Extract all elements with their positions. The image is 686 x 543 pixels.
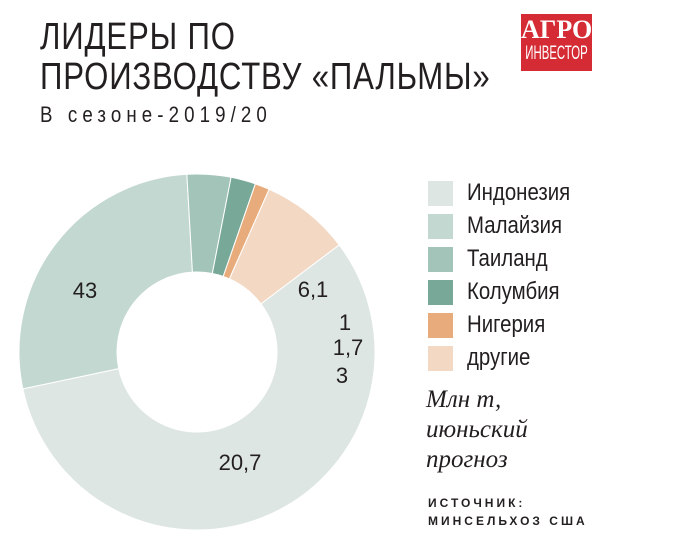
legend-swatch (428, 279, 453, 305)
source-line-2: МИНСЕЛЬХОЗ США (428, 514, 588, 528)
legend-label: Малайзия (467, 212, 563, 239)
data-label-5: 6,1 (298, 277, 329, 302)
data-label-2: 3 (336, 363, 348, 388)
title-line-1: ЛИДЕРЫ ПО (40, 16, 236, 58)
slice-5 (228, 188, 340, 305)
legend-swatch (428, 213, 453, 239)
data-label-1: 20,7 (219, 450, 262, 475)
unit-line-2: июньский (426, 416, 528, 443)
legend-item: Нигерия (428, 311, 559, 338)
legend-swatch (428, 246, 453, 272)
legend-label: другие (467, 344, 531, 371)
legend-item: Таиланд (428, 245, 562, 272)
legend-label: Нигерия (467, 311, 546, 338)
logo-line-1: АГРО (521, 15, 593, 44)
legend-item: Малайзия (428, 212, 579, 239)
legend-label: Таиланд (467, 245, 548, 272)
title-line-2: ПРОИЗВОДСТВУ «ПАЛЬМЫ» (40, 56, 491, 98)
slice-1 (18, 173, 193, 390)
slice-0 (22, 244, 376, 531)
unit-line-1: Млн т, (426, 386, 502, 413)
logo-line-2: ИНВЕСТОР (525, 43, 588, 64)
unit-note: Млн т, июньский прогноз (426, 385, 528, 475)
data-label-3: 1,7 (333, 335, 364, 360)
logo: АГРО ИНВЕСТОР (521, 14, 592, 71)
subtitle: В сезоне-2019/20 (40, 102, 272, 127)
legend-swatch (428, 312, 453, 338)
data-label-0: 43 (73, 278, 97, 303)
source-line-1: ИСТОЧНИК: (428, 496, 526, 510)
legend-label: Индонезия (467, 179, 571, 206)
legend-item: Колумбия (428, 278, 576, 305)
legend-label: Колумбия (467, 278, 560, 305)
data-label-4: 1 (339, 310, 351, 335)
source: ИСТОЧНИК: МИНСЕЛЬХОЗ США (428, 494, 588, 530)
legend-swatch (428, 180, 453, 206)
legend-swatch (428, 345, 453, 371)
legend-item: другие (428, 344, 542, 371)
legend-item: Индонезия (428, 179, 588, 206)
unit-line-3: прогноз (426, 446, 508, 473)
